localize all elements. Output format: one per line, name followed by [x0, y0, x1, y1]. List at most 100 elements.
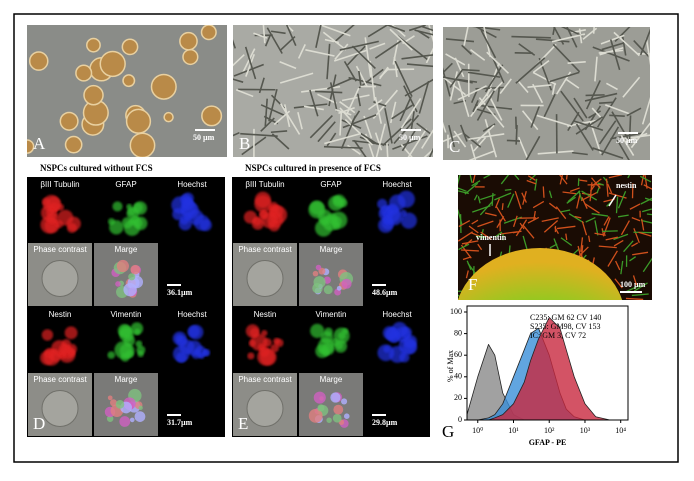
sphere [28, 51, 49, 71]
fiber [542, 186, 545, 198]
panel-label: G [442, 422, 454, 441]
cell [324, 38, 340, 44]
cell [378, 66, 389, 80]
cell [516, 79, 529, 94]
sphere [27, 139, 35, 154]
cell [537, 150, 574, 155]
texture [233, 25, 433, 157]
signal [119, 416, 131, 427]
signal [400, 212, 417, 229]
fiber [533, 210, 536, 221]
cell [472, 100, 479, 113]
channel-label: Hoechst [382, 180, 412, 189]
fiber [640, 175, 645, 186]
sphere [83, 84, 104, 106]
cell [373, 101, 387, 107]
fiber [633, 282, 648, 292]
y-tick-label: 40 [454, 372, 462, 381]
fiber [458, 231, 473, 242]
fiber [496, 215, 505, 229]
panel-label: D [33, 414, 45, 433]
signal [133, 216, 148, 231]
scale-bar-label: 50 µm [616, 136, 638, 145]
channel-label: βIII Tubulin [40, 180, 79, 189]
signal [403, 334, 418, 349]
panel-label: A [33, 134, 46, 153]
cell [622, 76, 641, 98]
fiber [514, 190, 522, 210]
channel-label: Hoechst [177, 310, 207, 319]
cell [565, 78, 580, 89]
cell [443, 76, 473, 84]
cell [459, 124, 468, 142]
signal [245, 324, 260, 338]
cell [326, 132, 337, 147]
cell [624, 132, 648, 143]
fiber [646, 213, 652, 216]
fiber [458, 187, 467, 192]
signal [116, 259, 129, 273]
cell [341, 94, 370, 102]
fiber [640, 219, 652, 224]
signal [112, 201, 123, 212]
histogram-area [466, 317, 611, 421]
signal [137, 350, 144, 358]
cell [525, 135, 541, 160]
channel-label: βIII Tubulin [245, 180, 284, 189]
cell [582, 27, 598, 40]
signal [333, 404, 344, 415]
fiber [631, 217, 641, 222]
fiber [594, 232, 606, 236]
fiber [631, 293, 649, 297]
fiber [644, 197, 652, 202]
fluorescence-grid: NSPCs cultured in presence of FCS βIII Tu… [232, 163, 430, 437]
fiber [534, 178, 538, 191]
cell [599, 101, 614, 104]
signal [312, 270, 319, 277]
cell [369, 42, 386, 50]
cell [598, 49, 624, 54]
cell [476, 124, 495, 142]
signal [175, 334, 184, 343]
fiber [480, 193, 496, 201]
cell [480, 29, 497, 59]
fiber [617, 214, 629, 218]
cell [293, 103, 328, 109]
channel-label: Vimentin [316, 310, 347, 319]
cell [297, 112, 303, 130]
sphere [64, 135, 83, 154]
x-tick-label: 10⁰ [472, 426, 483, 435]
signal [383, 345, 391, 353]
cell [351, 45, 376, 70]
fiber [643, 184, 652, 190]
channel-label: Nestin [49, 310, 72, 319]
signal [273, 337, 281, 345]
cell [343, 60, 357, 82]
texture [443, 27, 650, 160]
cell [339, 101, 356, 114]
fiber [585, 216, 596, 223]
fiber [620, 260, 624, 275]
channel-label: Phase contrast [238, 245, 292, 254]
cell [475, 104, 513, 110]
signal [341, 278, 352, 289]
cell [639, 28, 650, 56]
signal [199, 219, 212, 232]
cell [443, 62, 453, 74]
signal [323, 285, 333, 295]
fiber [526, 179, 537, 185]
cell [470, 87, 493, 118]
fiber [556, 225, 576, 230]
cell [233, 39, 237, 49]
fiber [483, 175, 491, 179]
colony [246, 260, 284, 297]
fiber [469, 175, 473, 183]
signal [42, 194, 61, 213]
signal [134, 411, 146, 422]
scale-bar-label: 29.8µm [372, 418, 398, 427]
fiber [615, 260, 621, 271]
signal [313, 391, 326, 404]
fiber [500, 175, 510, 185]
cell [530, 105, 541, 128]
